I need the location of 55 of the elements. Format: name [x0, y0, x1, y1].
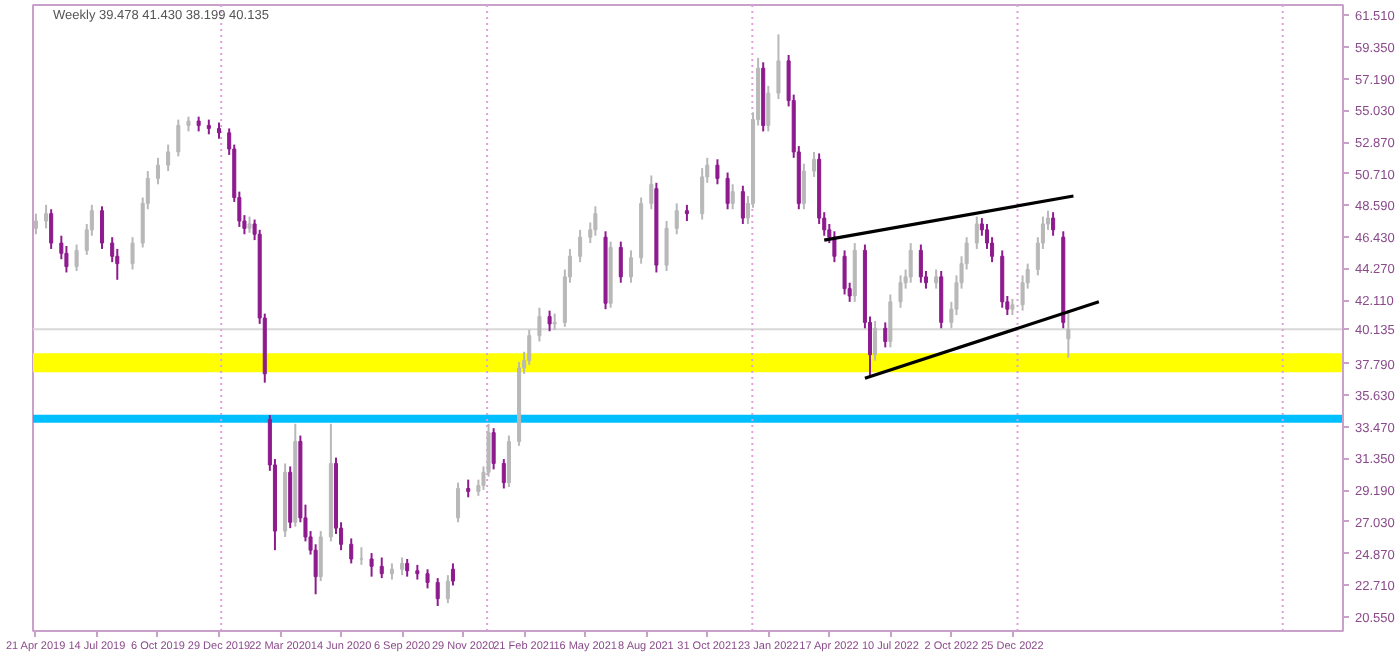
candlestick	[628, 249, 633, 284]
candlestick	[974, 215, 979, 250]
candlestick	[898, 274, 903, 309]
candlestick	[740, 184, 745, 225]
candlestick	[873, 319, 878, 362]
candlestick	[776, 33, 781, 101]
candlestick	[318, 530, 323, 583]
candlestick	[359, 546, 364, 566]
candlestick	[537, 306, 542, 343]
candlestick	[379, 556, 384, 580]
candlestick	[674, 202, 679, 236]
candlestick	[593, 205, 598, 237]
candlestick	[100, 205, 105, 250]
candlestick	[852, 242, 857, 303]
candlestick	[425, 568, 430, 590]
candlestick	[155, 156, 160, 186]
candlestick	[166, 143, 171, 173]
candlestick	[934, 268, 939, 290]
candlestick	[1051, 211, 1056, 237]
candlestick	[130, 236, 135, 271]
candlestick	[501, 458, 506, 490]
candlestick	[715, 158, 720, 186]
candlestick	[506, 434, 511, 488]
candlestick	[908, 242, 913, 284]
candlestick	[349, 537, 354, 565]
candlestick	[49, 208, 54, 250]
candlestick	[450, 562, 455, 587]
candlestick	[1066, 309, 1071, 359]
candlestick	[445, 574, 450, 605]
candlestick	[435, 577, 440, 608]
candlestick	[730, 183, 735, 211]
candlestick	[918, 243, 923, 284]
candlestick	[369, 552, 374, 578]
candlestick	[44, 203, 49, 230]
candlestick	[842, 249, 847, 296]
candlestick	[649, 174, 654, 211]
candlestick	[832, 230, 837, 264]
candlestick	[33, 212, 38, 236]
candlestick	[547, 309, 552, 333]
candlestick	[578, 228, 583, 264]
candlestick	[664, 220, 669, 272]
candlestick	[766, 84, 771, 133]
candlestick	[801, 162, 806, 211]
candlestick	[888, 293, 893, 349]
candlestick	[176, 118, 181, 158]
candlestick	[74, 243, 79, 272]
candlestick	[618, 240, 623, 284]
candlestick	[527, 328, 532, 367]
candlestick	[1000, 249, 1005, 309]
candlestick	[812, 150, 817, 178]
candlestick	[491, 427, 496, 471]
candlestick	[725, 171, 730, 211]
candlestick	[883, 321, 888, 349]
candlestick	[456, 481, 461, 524]
candlestick	[939, 269, 944, 330]
